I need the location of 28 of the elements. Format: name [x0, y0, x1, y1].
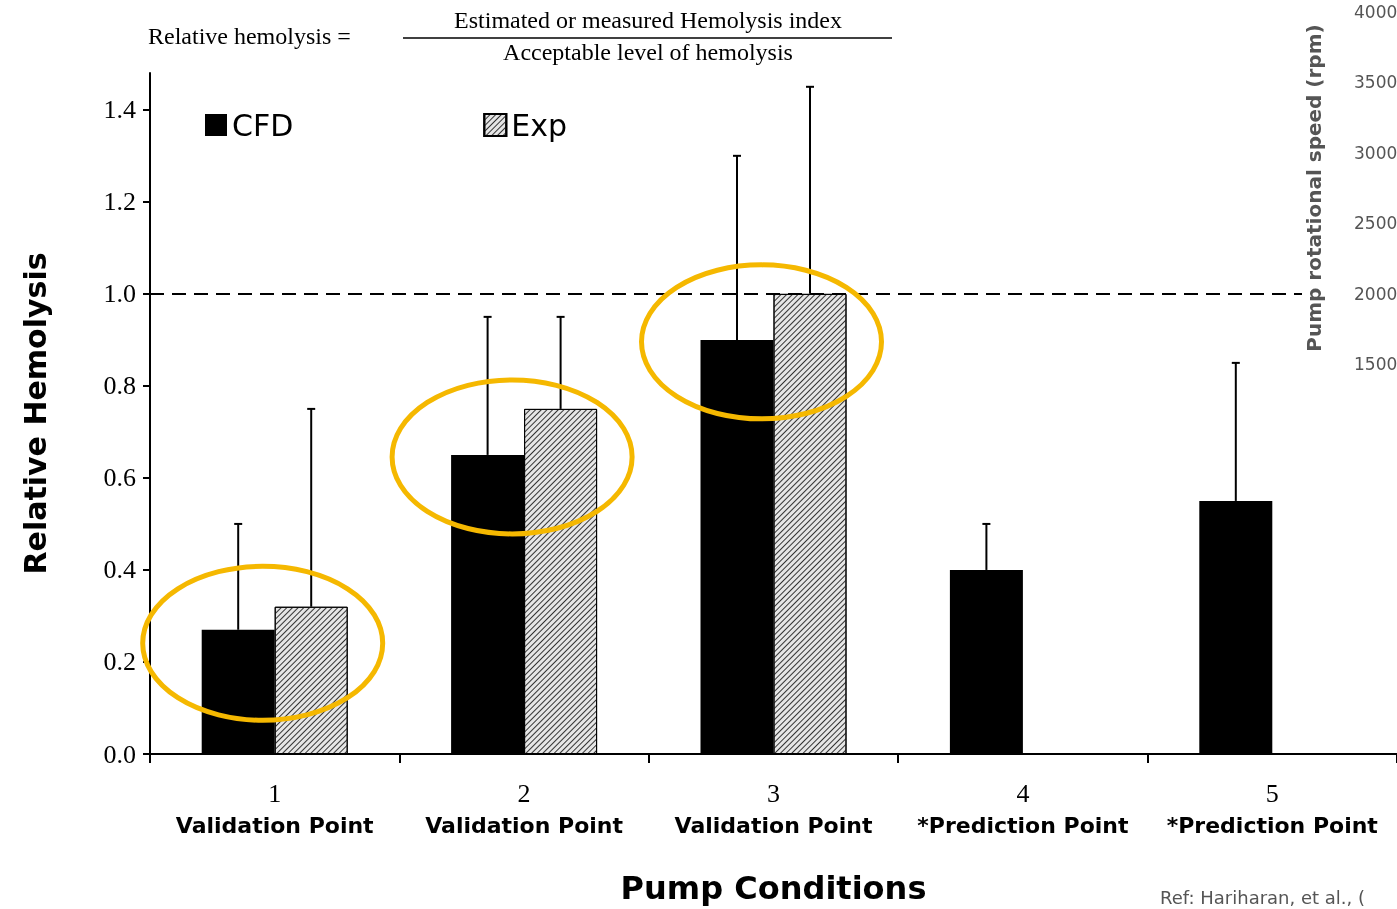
legend-label: CFD	[232, 107, 294, 143]
y-tick-label: 0.0	[103, 739, 136, 769]
text: Estimated or measured Hemolysis index	[454, 7, 842, 33]
y2-tick-label: 1500	[1354, 354, 1397, 374]
y-tick-label: 1.2	[103, 187, 136, 217]
x-tick-label: 2 Validation Point	[425, 778, 624, 838]
legend-label: Exp	[511, 107, 568, 143]
y-tick-label: 1.0	[103, 279, 136, 309]
y2-tick-label: 2000	[1354, 283, 1397, 304]
text: Acceptable level of hemolysis	[503, 39, 793, 65]
x-tick-label: 5 *Prediction Point	[1166, 778, 1379, 838]
y-tick-label: 0.6	[103, 463, 136, 493]
y2-tick-label: 3000	[1354, 142, 1397, 163]
y-tick-label: 1.4	[103, 95, 136, 125]
x-tick-label: 1 Validation Point	[175, 778, 375, 838]
y-tick-label: 0.8	[103, 371, 136, 401]
text: Ref: Hariharan, et al., (	[1160, 886, 1366, 908]
y-tick-label: 0.2	[103, 647, 136, 677]
y2-tick-label: 2500	[1354, 213, 1397, 234]
y2-tick-label: 3500	[1354, 72, 1397, 93]
x-tick-label: 4 *Prediction Point	[917, 778, 1129, 838]
x-tick-label: 3 Validation Point	[674, 778, 873, 838]
y2-tick-label: 4000	[1354, 2, 1397, 22]
text: Relative hemolysis =	[148, 23, 351, 49]
y-tick-label: 0.4	[103, 555, 136, 585]
x-axis-title: Pump Conditions	[620, 869, 927, 907]
y-axis-title: Relative Hemolysis	[17, 252, 53, 575]
y2-axis-title: Pump rotational speed (rpm)	[1302, 24, 1326, 352]
